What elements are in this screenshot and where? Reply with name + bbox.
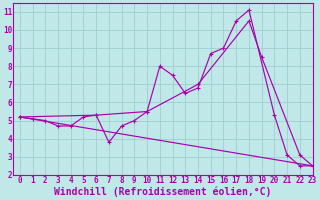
X-axis label: Windchill (Refroidissement éolien,°C): Windchill (Refroidissement éolien,°C) (54, 187, 272, 197)
